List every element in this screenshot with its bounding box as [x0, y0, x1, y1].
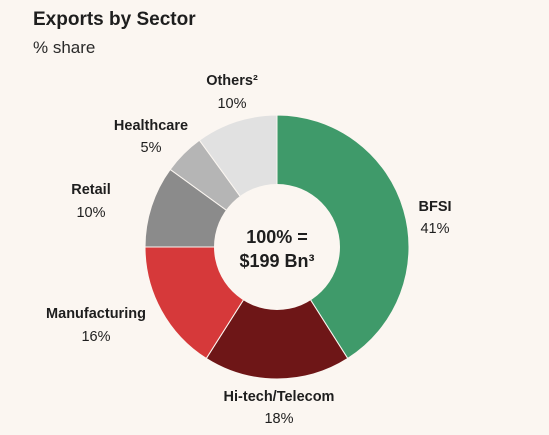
slice-label-retail: Retail	[71, 182, 111, 198]
slice-label-healthcare: Healthcare	[114, 118, 188, 134]
slice-value-retail: 10%	[76, 205, 105, 221]
center-label-line-1: 100% =	[246, 227, 308, 247]
slice-label-hi-tech-telecom: Hi-tech/Telecom	[224, 389, 335, 405]
slice-label-bfsi: BFSI	[418, 199, 451, 215]
slice-value-healthcare: 5%	[141, 140, 162, 156]
slice-label-manufacturing: Manufacturing	[46, 306, 146, 322]
slice-value-hi-tech-telecom: 18%	[264, 411, 293, 427]
donut-hole	[214, 184, 340, 310]
slice-label-others: Others²	[206, 73, 258, 89]
slice-hi-tech-telecom	[205, 246, 349, 380]
chart-title: Exports by Sector	[33, 9, 196, 30]
slice-value-bfsi: 41%	[420, 221, 449, 237]
slice-labels: BFSI 41% Hi-tech/Telecom 18% Manufacturing 16…	[46, 73, 451, 427]
slice-value-others: 10%	[217, 96, 246, 112]
chart-subtitle: % share	[33, 38, 96, 57]
center-label-line-2: $199 Bn³	[239, 251, 314, 271]
slice-value-manufacturing: 16%	[81, 329, 110, 345]
